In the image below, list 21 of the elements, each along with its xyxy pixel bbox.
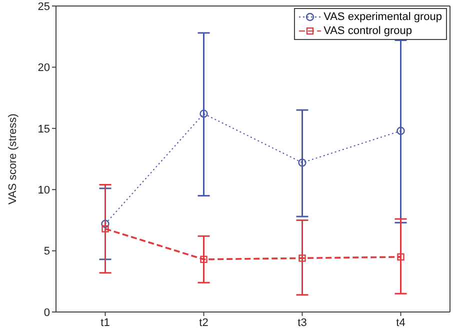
point	[397, 253, 404, 261]
x-tick-label: t1	[100, 316, 110, 329]
legend-label: VAS control group	[324, 24, 412, 38]
y-tick-label: 15	[38, 123, 50, 136]
y-tick-label: 20	[38, 62, 50, 74]
y-tick-label: 0	[44, 306, 50, 319]
point	[102, 225, 109, 232]
y-tick-label: 25	[38, 0, 50, 13]
point	[396, 126, 405, 135]
point	[101, 220, 110, 228]
point	[298, 158, 306, 167]
legend-label: VAS experimental group	[324, 10, 442, 24]
x-tick-label: t3	[298, 316, 307, 329]
y-axis-title: VAS score (stress)	[6, 114, 19, 204]
x-tick-label: t4	[396, 316, 406, 329]
point	[200, 110, 208, 118]
x-tick-label: t2	[199, 316, 208, 329]
point	[298, 254, 306, 262]
point	[200, 256, 208, 263]
y-tick-label: 10	[38, 184, 50, 197]
y-tick-label: 5	[44, 246, 50, 258]
